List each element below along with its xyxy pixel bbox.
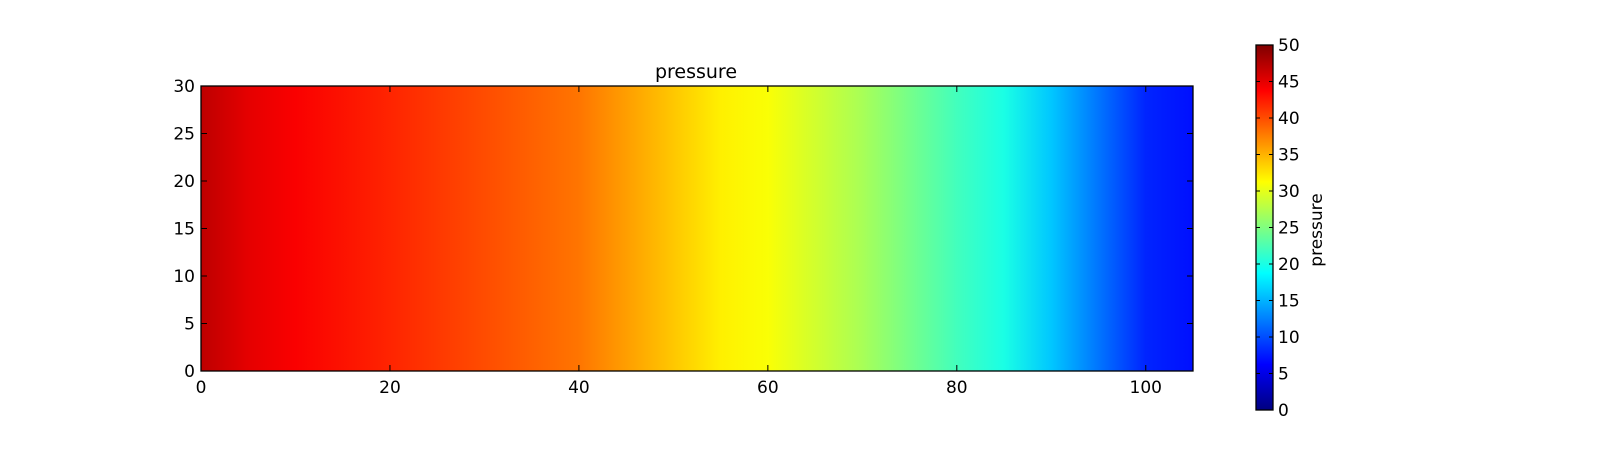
colorbar-fill bbox=[1256, 45, 1273, 410]
y-tick-label: 30 bbox=[173, 77, 195, 97]
x-tick-label: 60 bbox=[757, 378, 779, 398]
colorbar-tick-label: 50 bbox=[1278, 36, 1300, 56]
colorbar-tick-label: 35 bbox=[1278, 146, 1300, 166]
y-tick-label: 15 bbox=[173, 220, 195, 240]
colorbar-tick-label: 10 bbox=[1278, 328, 1300, 348]
x-axis-ticks: 0 20 40 60 80 100 bbox=[196, 86, 1162, 398]
x-tick-label: 100 bbox=[1130, 378, 1162, 398]
y-tick-label: 20 bbox=[173, 172, 195, 192]
x-tick-label: 0 bbox=[196, 378, 207, 398]
y-tick-label: 10 bbox=[173, 267, 195, 287]
x-tick-label: 80 bbox=[946, 378, 968, 398]
chart-title: pressure bbox=[655, 61, 737, 83]
y-tick-label: 25 bbox=[173, 125, 195, 145]
colorbar-tick-label: 15 bbox=[1278, 292, 1300, 312]
colorbar-label: pressure bbox=[1307, 193, 1327, 266]
colorbar-tick-label: 5 bbox=[1278, 365, 1289, 385]
colorbar-ticks: 0 5 10 15 20 25 30 35 40 45 50 bbox=[1256, 36, 1300, 421]
x-tick-label: 20 bbox=[379, 378, 401, 398]
heatmap-field bbox=[201, 86, 1193, 371]
y-tick-label: 0 bbox=[184, 362, 195, 382]
colorbar-tick-label: 40 bbox=[1278, 109, 1300, 129]
y-axis-ticks: 0 5 10 15 20 25 30 bbox=[173, 77, 1193, 382]
colorbar-tick-label: 45 bbox=[1278, 73, 1300, 93]
colorbar-tick-label: 30 bbox=[1278, 182, 1300, 202]
colorbar-tick-label: 25 bbox=[1278, 219, 1300, 239]
y-tick-label: 5 bbox=[184, 315, 195, 335]
colorbar-tick-label: 0 bbox=[1278, 401, 1289, 421]
x-tick-label: 40 bbox=[568, 378, 590, 398]
colorbar-tick-label: 20 bbox=[1278, 255, 1300, 275]
